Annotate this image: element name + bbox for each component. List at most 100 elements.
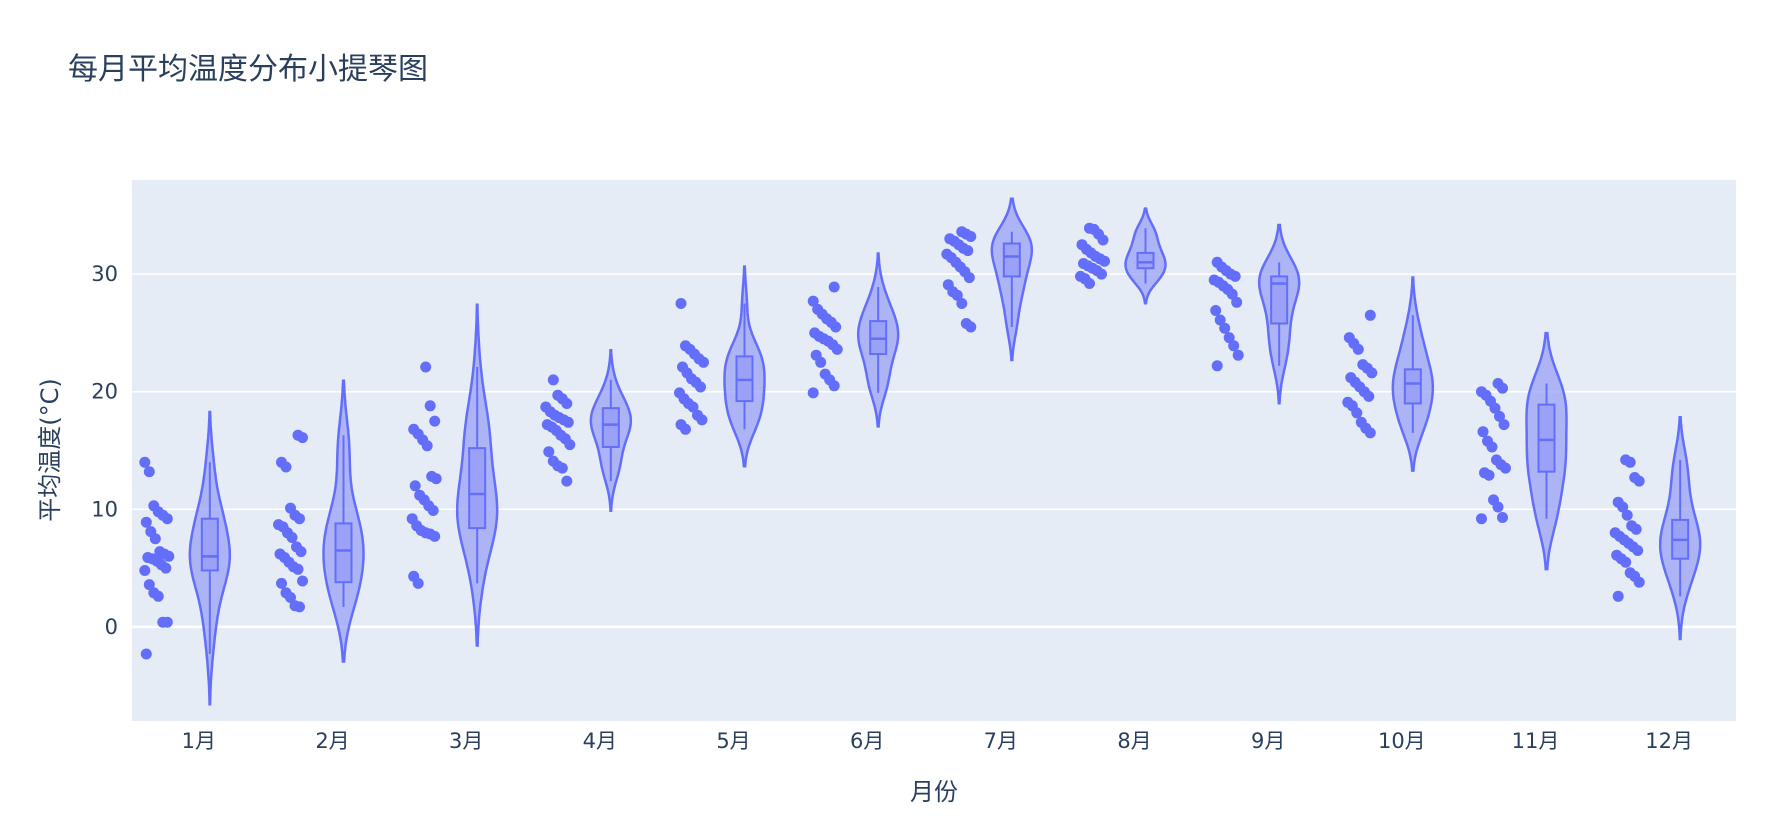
data-point — [1226, 288, 1238, 300]
violin-group-2[interactable] — [273, 379, 365, 663]
data-layer — [139, 197, 1702, 706]
data-point — [695, 381, 706, 393]
data-point — [429, 415, 441, 427]
data-point — [1231, 296, 1243, 308]
data-point — [962, 245, 974, 257]
data-point — [421, 440, 433, 452]
plot-area — [132, 180, 1736, 721]
violin-group-6[interactable] — [807, 252, 900, 428]
data-point — [830, 321, 842, 333]
violin-box — [200, 517, 219, 572]
data-point — [1210, 305, 1222, 316]
violin-group-3[interactable] — [406, 303, 499, 647]
x-tick-label: 3月 — [449, 729, 483, 753]
data-point — [420, 361, 432, 373]
violin-box — [1403, 368, 1422, 405]
data-point — [675, 298, 687, 309]
data-point — [828, 281, 840, 293]
data-point — [294, 601, 305, 613]
y-tick-label: 20 — [91, 380, 118, 404]
data-point — [1351, 407, 1363, 419]
data-point — [427, 505, 439, 516]
y-tick-label: 30 — [91, 262, 118, 286]
data-point — [149, 533, 161, 545]
data-point — [815, 356, 827, 368]
data-point — [1633, 576, 1645, 588]
data-point — [1366, 367, 1378, 379]
data-point — [807, 387, 819, 399]
data-point — [556, 462, 568, 474]
violin-group-4[interactable] — [540, 349, 633, 512]
data-point — [1084, 278, 1095, 289]
data-point — [297, 432, 308, 444]
data-point — [1232, 349, 1244, 361]
violin-group-5[interactable] — [674, 265, 766, 468]
data-point — [1489, 402, 1501, 414]
data-point — [1223, 332, 1235, 344]
data-point — [1492, 501, 1504, 513]
chart-title: 每月平均温度分布小提琴图 — [68, 52, 428, 87]
grid-lines — [132, 273, 1736, 629]
data-point — [1477, 426, 1489, 438]
x-tick-label: 11月 — [1512, 729, 1560, 753]
violin-group-12[interactable] — [1609, 415, 1702, 641]
data-point — [807, 295, 819, 307]
x-tick-label: 10月 — [1378, 729, 1426, 753]
data-point — [963, 272, 975, 284]
data-point — [1486, 441, 1498, 453]
data-point — [956, 298, 968, 309]
violin-box — [334, 522, 353, 584]
y-tick-label: 0 — [105, 615, 118, 639]
x-axis-title: 月份 — [910, 778, 958, 806]
violin-group-11[interactable] — [1476, 331, 1568, 571]
data-point — [687, 401, 699, 413]
data-point — [1500, 462, 1511, 474]
data-point — [965, 231, 977, 242]
x-tick-label: 12月 — [1645, 729, 1693, 753]
data-point — [1612, 590, 1624, 602]
data-point — [1497, 382, 1508, 394]
data-point — [1621, 509, 1633, 521]
data-point — [1097, 234, 1109, 246]
violin-box — [1270, 275, 1289, 325]
data-point — [564, 439, 576, 451]
data-point — [1620, 556, 1632, 568]
data-point — [1228, 340, 1240, 352]
violin-group-10[interactable] — [1342, 276, 1435, 472]
y-axis-ticks: 0 10 20 30 — [91, 262, 118, 639]
data-point — [1352, 343, 1364, 355]
data-point — [1630, 523, 1642, 535]
data-point — [1096, 268, 1107, 280]
violin-box — [601, 407, 620, 448]
data-point — [280, 461, 292, 473]
data-point — [562, 416, 574, 428]
x-tick-label: 5月 — [716, 729, 750, 753]
data-point — [140, 516, 152, 528]
x-tick-label: 1月 — [182, 729, 216, 753]
violin-group-7[interactable] — [941, 197, 1034, 362]
data-point — [286, 532, 298, 543]
violin-group-1[interactable] — [139, 410, 232, 706]
violin-box — [468, 447, 487, 530]
data-point — [1497, 512, 1508, 523]
data-point — [292, 563, 304, 575]
violin-group-8[interactable] — [1075, 207, 1167, 305]
data-point — [951, 289, 963, 301]
data-point — [1364, 309, 1376, 321]
data-point — [1099, 255, 1110, 267]
data-point — [424, 400, 436, 412]
violin-group-9[interactable] — [1208, 223, 1301, 405]
x-axis-ticks: 1月 2月 3月 4月 5月 6月 7月 8月 9月 10月 11月 12月 — [182, 729, 1693, 753]
y-axis-title: 平均温度(°C) — [36, 378, 64, 521]
data-point — [1363, 390, 1375, 402]
data-point — [1494, 410, 1505, 422]
x-tick-label: 2月 — [315, 729, 349, 753]
x-tick-label: 9月 — [1251, 729, 1285, 753]
data-point — [1229, 270, 1241, 282]
data-point — [1211, 360, 1223, 372]
data-point — [1498, 419, 1510, 431]
y-tick-label: 10 — [91, 497, 118, 521]
data-point — [680, 423, 691, 435]
